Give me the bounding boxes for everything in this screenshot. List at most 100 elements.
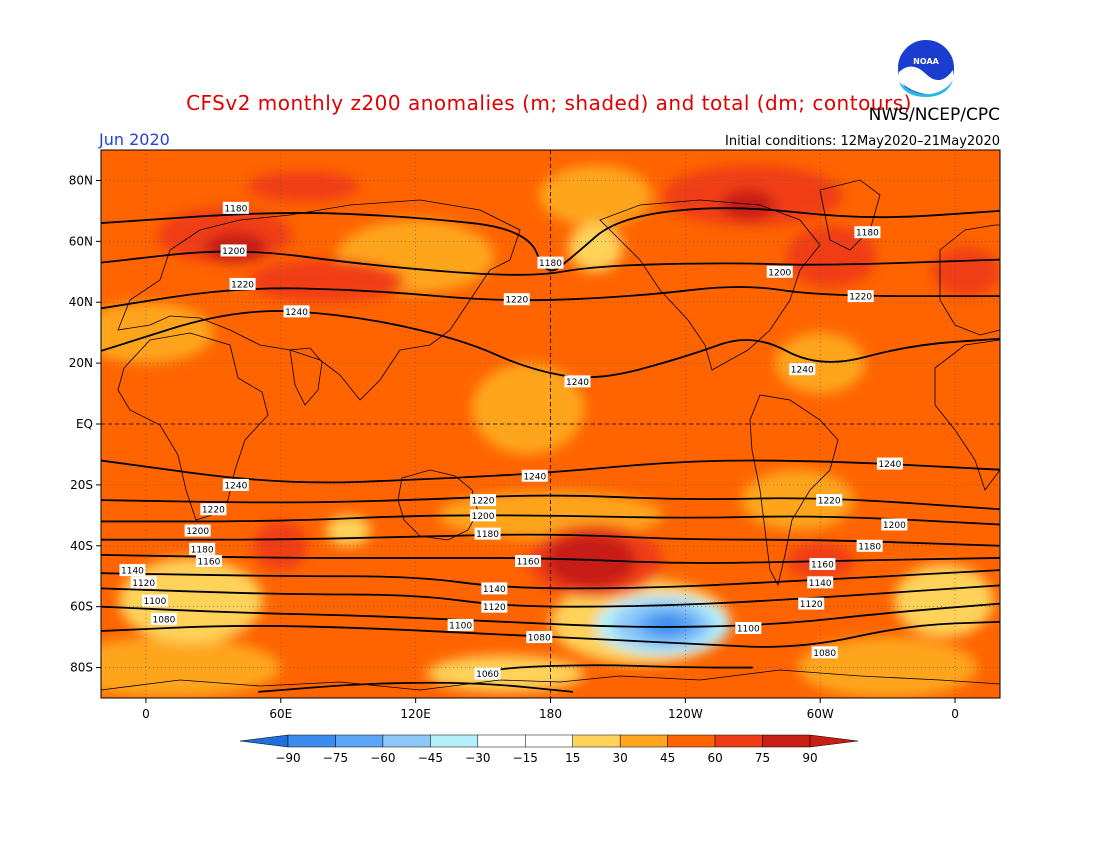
anomaly-region <box>894 564 994 638</box>
contour-label-box <box>811 646 838 659</box>
contour-label-box <box>766 265 793 278</box>
australia-outline <box>397 469 479 541</box>
contour-label: 1160 <box>811 561 834 571</box>
contour-label: 1180 <box>539 259 562 269</box>
contour-label-box <box>798 597 825 610</box>
contour-label: 1240 <box>878 460 901 470</box>
contour-line-1120 <box>101 584 1000 608</box>
colorbar-box <box>525 734 573 748</box>
anomaly-region <box>797 637 978 698</box>
map-plot-area: 1180 1180 1180 1200 1200 1220 1220 1220 1240 1240… <box>69 149 1001 721</box>
y-tick-label: 40S <box>70 539 93 553</box>
contour-label: 1140 <box>121 567 144 577</box>
y-tick-label: 60N <box>69 234 93 248</box>
contour-label: 1120 <box>483 603 506 613</box>
contour-label: 1060 <box>476 670 499 680</box>
contour-label: 1220 <box>231 280 254 290</box>
colorbar-tick-label: −75 <box>323 751 348 765</box>
contour-label: 1200 <box>472 512 495 522</box>
contour-label-box <box>881 518 908 531</box>
contour-label: 1220 <box>472 497 495 507</box>
contour-label-box <box>222 478 249 491</box>
contour-label: 1200 <box>768 268 791 278</box>
contour-label-box <box>735 621 762 634</box>
contour-label: 1240 <box>224 481 247 491</box>
contour-label: 1240 <box>523 472 546 482</box>
contour-line-1240 <box>101 459 1000 484</box>
contour-label: 1120 <box>132 579 155 589</box>
x-tick-label: 60W <box>807 707 834 721</box>
x-tick-label: 0 <box>951 707 959 721</box>
contour-label: 1180 <box>856 229 879 239</box>
contour-label: 1160 <box>197 558 220 568</box>
height-contours <box>101 207 1000 693</box>
colorbar-box <box>714 734 763 748</box>
north-america-outline <box>599 199 821 371</box>
contour-label: 1200 <box>186 527 209 537</box>
south-america-outline <box>749 394 839 587</box>
contour-label-box <box>470 494 497 507</box>
colorbar-box <box>335 734 384 748</box>
contour-label: 1080 <box>528 634 551 644</box>
colorbar-tick-label: −45 <box>418 751 443 765</box>
contour-label: 1100 <box>143 597 166 607</box>
forecast-month: Jun 2020 <box>98 130 170 149</box>
contour-label: 1180 <box>858 542 881 552</box>
colorbar-box <box>382 734 431 748</box>
contour-label-box <box>447 618 474 631</box>
contour-label-box <box>189 542 216 555</box>
contour-label-box <box>220 244 247 257</box>
contour-label: 1180 <box>191 545 214 555</box>
anomaly-region <box>575 542 616 574</box>
contour-label-box <box>526 631 553 644</box>
x-tick-label: 120W <box>668 707 703 721</box>
contour-line-1060 <box>258 681 574 693</box>
initial-conditions: Initial conditions: 12May2020–21May2020 <box>725 134 1000 149</box>
contour-label-box <box>195 555 222 567</box>
contour-label-box <box>222 201 249 214</box>
contour-label-box <box>816 494 843 507</box>
contour-label-box <box>130 576 157 589</box>
contour-label-box <box>119 564 146 577</box>
colorbar-tick-label: 45 <box>660 751 675 765</box>
anomaly-region <box>471 363 585 455</box>
contour-label-box <box>474 667 501 680</box>
contour-label: 1240 <box>285 308 308 318</box>
colorbar-box <box>572 734 621 748</box>
colorbar-high-extension <box>809 734 859 748</box>
contour-line-1200 <box>101 250 1000 276</box>
colorbar: −90 −75 −60 −45 −30 −15 15 30 45 60 75 90 <box>239 734 859 765</box>
x-tick-label: 120E <box>400 707 431 721</box>
contour-label-box <box>283 305 310 318</box>
colorbar-box <box>477 734 526 748</box>
contour-label-box <box>481 600 508 613</box>
y-tick-label: 60S <box>70 600 93 614</box>
contour-label: 1080 <box>152 615 175 625</box>
contour-label-box <box>150 612 177 625</box>
anomaly-region <box>568 223 623 272</box>
contour-label-box <box>876 457 903 470</box>
contour-label-box <box>515 555 542 567</box>
colorbar-box <box>430 734 479 748</box>
europe-asia-outline <box>117 199 521 401</box>
y-axis-ticks: 80N 60N 40N 20N EQ 20S 40S 60S 80S <box>69 173 101 675</box>
contour-label: 1200 <box>222 247 245 257</box>
contour-label: 1160 <box>517 558 540 568</box>
anomaly-region <box>932 247 1000 297</box>
colorbar-tick-label: 30 <box>613 751 628 765</box>
noaa-logo-icon: NOAA <box>896 38 956 98</box>
x-tick-label: 0 <box>142 707 150 721</box>
contour-line-1240 <box>101 310 1000 379</box>
x-axis-ticks: 0 60E 120E 180 120W 60W 0 <box>142 698 959 721</box>
contour-label: 1100 <box>449 621 472 631</box>
contour-label-box <box>200 503 227 516</box>
y-tick-label: EQ <box>76 417 93 431</box>
colorbar-tick-label: 15 <box>565 751 580 765</box>
colorbar-box <box>667 734 716 748</box>
x-tick-label: 180 <box>539 707 562 721</box>
contour-line-1140 <box>101 569 1000 590</box>
anomaly-region <box>721 189 776 221</box>
y-tick-label: 80S <box>70 661 93 675</box>
y-tick-label: 20S <box>70 478 93 492</box>
